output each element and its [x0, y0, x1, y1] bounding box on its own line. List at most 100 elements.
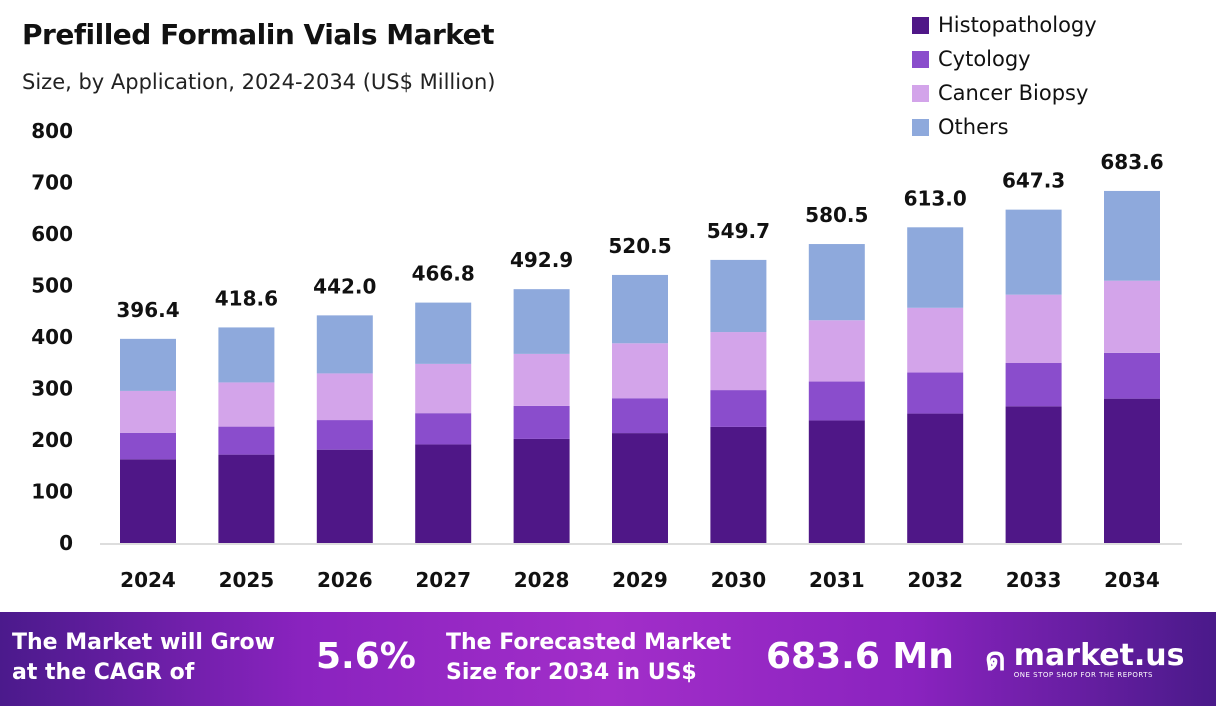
bar-segment-others	[120, 338, 176, 391]
bar-segment-cancer-biopsy	[513, 353, 570, 406]
y-tick-label: 600	[31, 222, 73, 246]
chart-subtitle: Size, by Application, 2024-2034 (US$ Mil…	[22, 70, 496, 94]
x-tick-label: 2024	[120, 568, 176, 592]
bar-segment-cytology	[120, 432, 176, 460]
bar-segment-cancer-biopsy	[808, 320, 865, 382]
total-data-label: 683.6	[1100, 150, 1163, 174]
bar-segment-histopathology	[316, 449, 373, 543]
x-tick-label: 2032	[907, 568, 963, 592]
logo-name: market.us	[1013, 637, 1185, 673]
bar-segment-cancer-biopsy	[1104, 280, 1160, 353]
total-data-label: 549.7	[707, 219, 770, 243]
bar-segment-others	[415, 302, 472, 364]
bar-segment-others	[907, 227, 964, 308]
bar-segment-histopathology	[218, 454, 275, 543]
y-tick-label: 100	[31, 480, 73, 504]
bar-segment-cancer-biopsy	[316, 373, 373, 421]
bar-segment-cytology	[612, 398, 668, 434]
x-tick-label: 2031	[809, 568, 865, 592]
bar-segment-cytology	[808, 381, 865, 421]
legend-label: Others	[938, 115, 1009, 139]
total-data-label: 466.8	[412, 262, 475, 286]
legend-item-cytology: Cytology	[912, 42, 1097, 76]
bar-segment-histopathology	[612, 433, 668, 543]
legend-swatch	[912, 50, 929, 68]
total-data-label: 442.0	[313, 274, 376, 298]
bar-segment-cancer-biopsy	[120, 390, 176, 433]
cagr-label-line1: The Market will Grow	[12, 630, 275, 655]
bar-segment-histopathology	[710, 426, 767, 543]
total-data-label: 647.3	[1002, 169, 1065, 193]
total-data-label: 492.9	[510, 248, 573, 272]
legend-item-cancer-biopsy: Cancer Biopsy	[912, 76, 1097, 110]
x-tick-label: 2027	[415, 568, 471, 592]
forecast-label: The Forecasted Market Size for 2034 in U…	[446, 628, 731, 688]
bar-segment-cytology	[218, 426, 275, 455]
bar-segment-cytology	[1005, 363, 1062, 407]
total-data-label: 418.6	[215, 286, 278, 310]
bar-segment-others	[612, 274, 668, 344]
legend-label: Cancer Biopsy	[938, 81, 1089, 105]
bar-segment-cytology	[907, 372, 964, 414]
bar-segment-others	[710, 259, 767, 333]
x-tick-label: 2034	[1104, 568, 1160, 592]
footer-banner: The Market will Grow at the CAGR of 5.6%…	[0, 612, 1216, 706]
bar-segment-cancer-biopsy	[612, 343, 668, 399]
y-tick-label: 500	[31, 274, 73, 298]
y-tick-label: 300	[31, 377, 73, 401]
bar-segment-cytology	[1104, 352, 1160, 399]
bar-segment-cytology	[710, 390, 767, 427]
y-tick-label: 200	[31, 428, 73, 452]
bar-segment-cytology	[513, 405, 570, 439]
bar-segment-cancer-biopsy	[218, 382, 275, 427]
chart-title: Prefilled Formalin Vials Market	[22, 18, 495, 51]
x-tick-label: 2026	[317, 568, 373, 592]
bar-segment-cancer-biopsy	[907, 307, 964, 373]
bar-segment-histopathology	[907, 413, 964, 543]
forecast-value: 683.6 Mn	[766, 636, 954, 677]
bar-segment-histopathology	[513, 438, 570, 543]
y-tick-label: 800	[31, 119, 73, 143]
cagr-label: The Market will Grow at the CAGR of	[12, 628, 275, 688]
bar-segment-histopathology	[1005, 406, 1062, 543]
bar-segment-cancer-biopsy	[415, 363, 472, 414]
bar-segment-histopathology	[1104, 398, 1160, 543]
bar-segment-histopathology	[415, 444, 472, 543]
bar-segment-others	[808, 244, 865, 321]
legend-item-others: Others	[912, 110, 1097, 144]
total-data-label: 396.4	[116, 298, 179, 322]
logo-icon: ด	[985, 640, 1006, 678]
x-tick-label: 2033	[1006, 568, 1062, 592]
x-tick-label: 2029	[612, 568, 668, 592]
legend-label: Histopathology	[938, 13, 1097, 37]
bar-segment-others	[1005, 209, 1062, 295]
bar-segment-cancer-biopsy	[710, 332, 767, 391]
legend-swatch	[912, 16, 929, 34]
stacked-bar-chart: 0 100 200 300 400 500 600 700 800 396.4 2024 418.6 2…	[31, 119, 1182, 592]
bar-segment-histopathology	[808, 420, 865, 543]
bar-segment-cytology	[316, 420, 373, 450]
x-tick-label: 2025	[219, 568, 275, 592]
legend-swatch	[912, 118, 929, 136]
bar-segment-others	[218, 327, 275, 383]
bar-segment-others	[316, 315, 373, 374]
forecast-label-line2: Size for 2034 in US$	[446, 660, 697, 685]
y-tick-label: 0	[59, 531, 73, 555]
legend: Histopathology Cytology Cancer Biopsy Ot…	[912, 8, 1097, 144]
market-us-logo: ด market.us ONE STOP SHOP FOR THE REPORT…	[985, 634, 1185, 685]
total-data-label: 613.0	[904, 186, 967, 210]
legend-item-histopathology: Histopathology	[912, 8, 1097, 42]
bar-segment-cytology	[415, 413, 472, 445]
bar-segment-others	[513, 289, 570, 354]
bar-segment-cancer-biopsy	[1005, 294, 1062, 364]
cagr-label-line2: at the CAGR of	[12, 660, 195, 685]
y-tick-label: 700	[31, 171, 73, 195]
total-data-label: 580.5	[805, 203, 868, 227]
bar-segment-others	[1104, 190, 1160, 281]
legend-label: Cytology	[938, 47, 1031, 71]
x-tick-label: 2030	[711, 568, 767, 592]
forecast-label-line1: The Forecasted Market	[446, 630, 732, 655]
legend-swatch	[912, 84, 929, 102]
bar-segment-histopathology	[120, 459, 176, 543]
total-data-label: 520.5	[608, 234, 671, 258]
